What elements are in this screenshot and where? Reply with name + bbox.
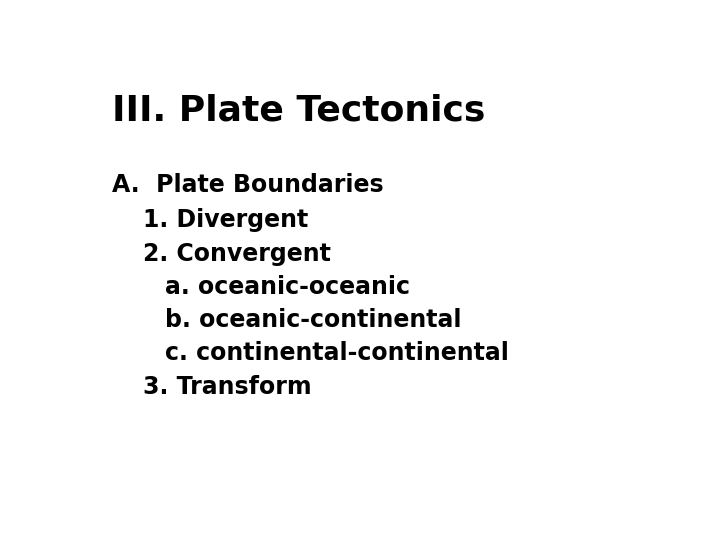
- Text: b. oceanic-continental: b. oceanic-continental: [166, 308, 462, 332]
- Text: c. continental-continental: c. continental-continental: [166, 341, 509, 365]
- Text: III. Plate Tectonics: III. Plate Tectonics: [112, 94, 486, 128]
- Text: a. oceanic-oceanic: a. oceanic-oceanic: [166, 275, 410, 299]
- Text: 3. Transform: 3. Transform: [143, 375, 312, 399]
- Text: 1. Divergent: 1. Divergent: [143, 208, 308, 232]
- Text: 2. Convergent: 2. Convergent: [143, 241, 331, 266]
- Text: A.  Plate Boundaries: A. Plate Boundaries: [112, 173, 384, 197]
